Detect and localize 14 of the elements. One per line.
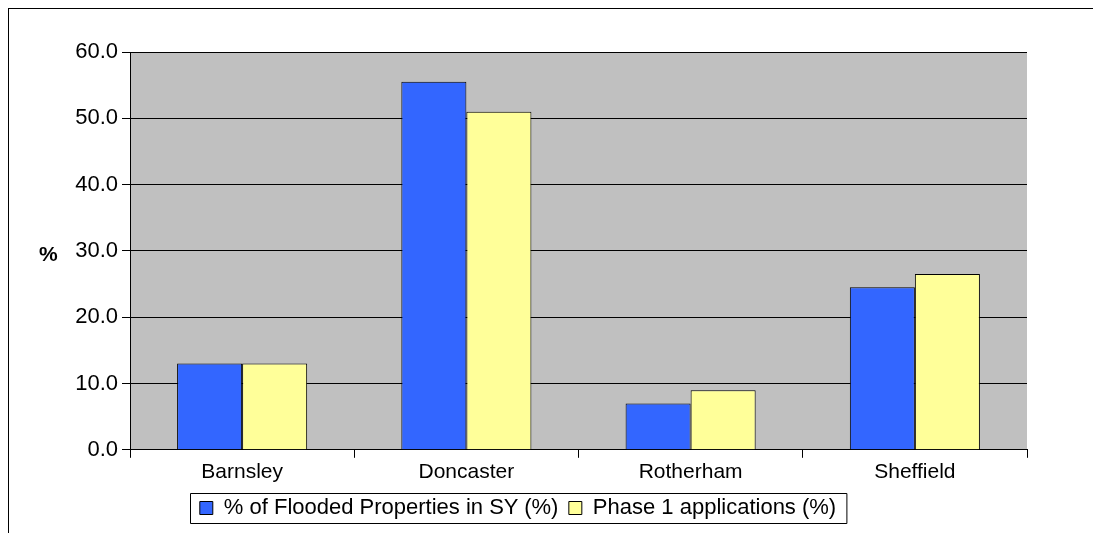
y-tick-label: 50.0	[75, 104, 118, 130]
y-tick-label: 20.0	[75, 303, 118, 329]
legend-label: % of Flooded Properties in SY (%)	[223, 494, 559, 520]
y-tick-label: 30.0	[75, 236, 118, 262]
y-tick-label: 0.0	[87, 435, 118, 461]
x-tick-label: Barnsley	[201, 459, 284, 483]
x-tick-label: Rotherham	[638, 459, 743, 483]
y-tick-label: 10.0	[75, 369, 118, 395]
x-tick-label: Sheffield	[874, 459, 956, 483]
y-tick-label: 60.0	[75, 38, 118, 64]
legend-label: Phase 1 applications (%)	[592, 494, 837, 520]
y-axis-title: %	[39, 242, 58, 266]
x-tick-label: Doncaster	[418, 459, 515, 483]
y-tick-label: 40.0	[75, 170, 118, 196]
